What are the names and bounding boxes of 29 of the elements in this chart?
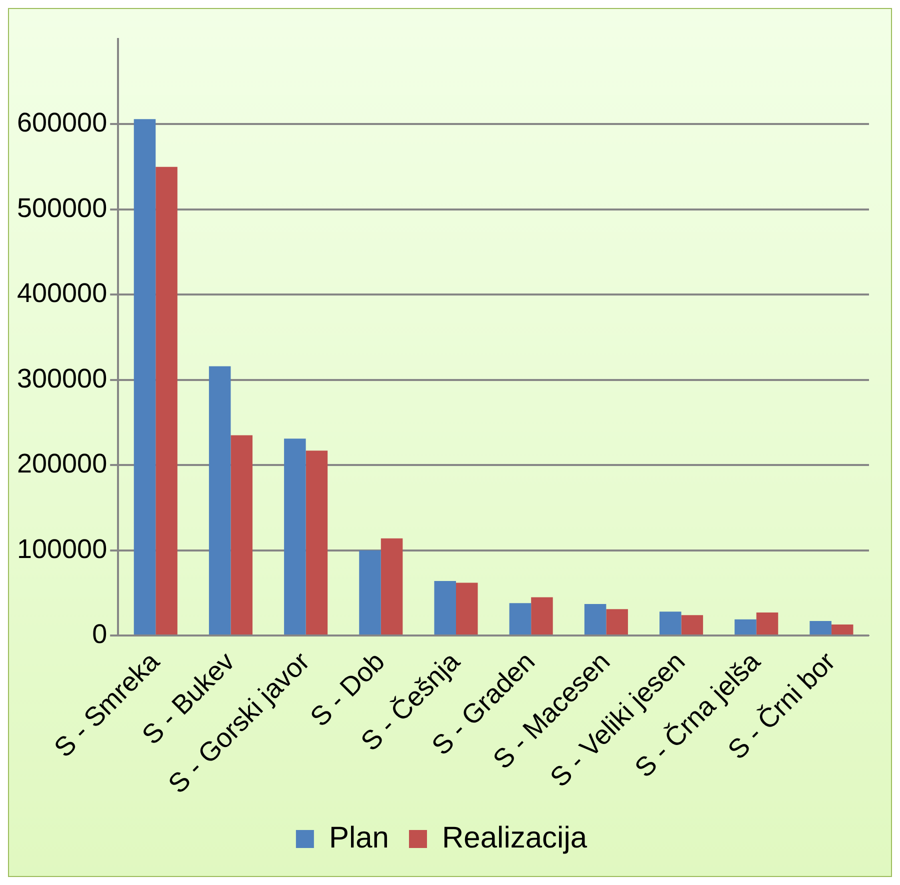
bar <box>831 624 854 635</box>
y-tick-label: 400000 <box>16 278 108 308</box>
bar <box>456 582 478 635</box>
y-tick-label: 600000 <box>16 108 108 138</box>
bar <box>584 604 606 635</box>
bar <box>810 621 832 635</box>
bar <box>230 435 253 635</box>
bar <box>531 597 553 635</box>
bar <box>509 603 532 635</box>
bar <box>284 438 306 635</box>
bar <box>606 609 628 635</box>
bar <box>156 166 178 635</box>
bar <box>660 612 682 635</box>
bar <box>434 581 456 635</box>
y-tick-label: 100000 <box>16 534 108 564</box>
bar <box>756 612 778 635</box>
y-tick-label: 300000 <box>16 363 108 394</box>
y-tick-label: 200000 <box>16 448 108 479</box>
bar <box>208 366 231 635</box>
y-tick-label: 0 <box>92 618 108 649</box>
bar <box>681 615 704 635</box>
legend-label: Realizacija <box>442 821 588 854</box>
bar <box>134 119 156 635</box>
legend-label: Plan <box>328 821 389 854</box>
y-tick-label: 500000 <box>16 192 108 223</box>
bar <box>380 538 403 635</box>
bar <box>359 550 381 635</box>
bar <box>734 619 756 635</box>
bar <box>306 450 328 635</box>
